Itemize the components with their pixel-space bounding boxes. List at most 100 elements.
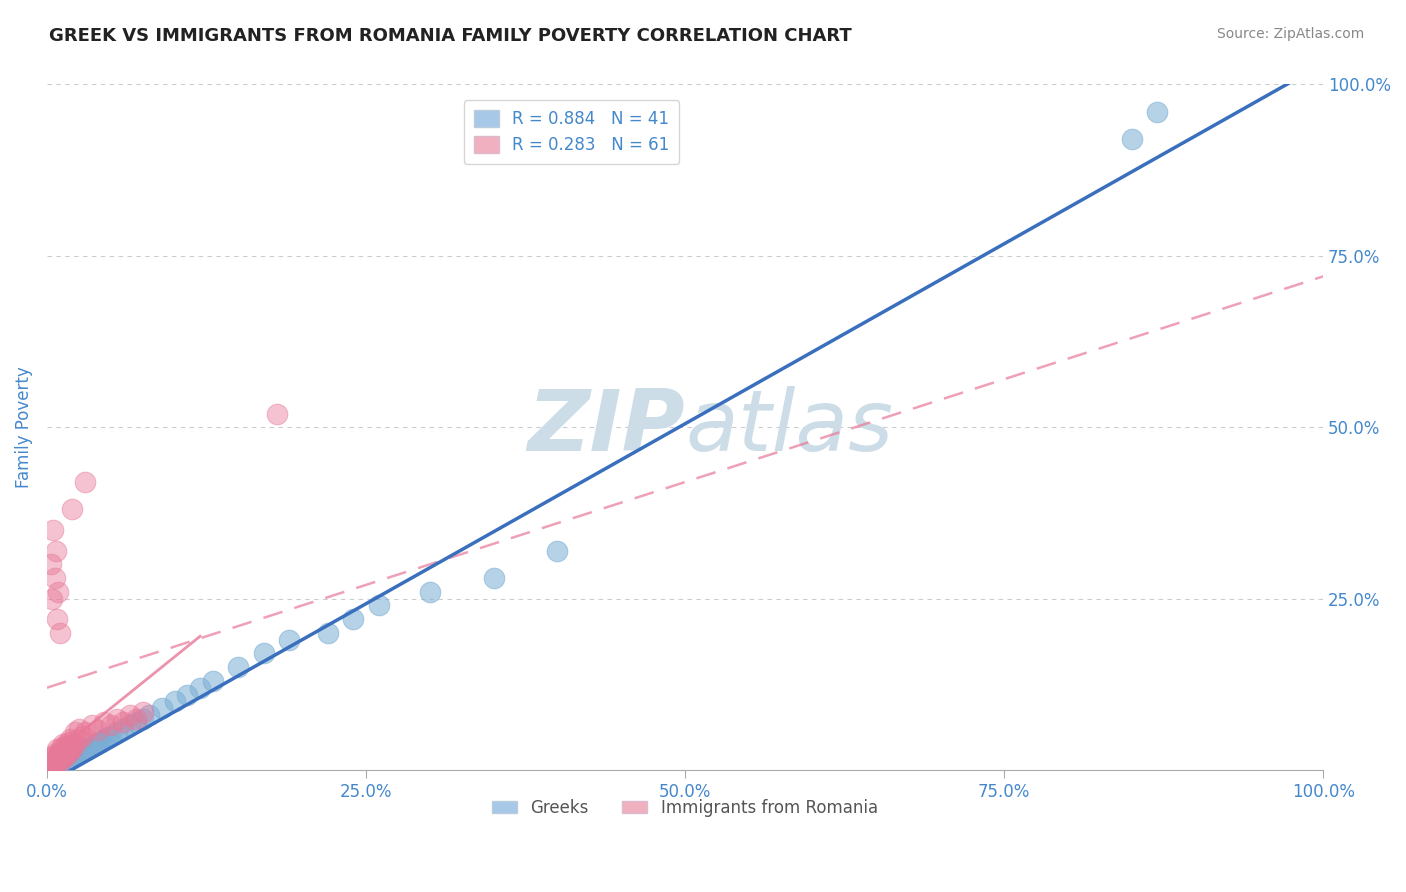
Point (41, 750, 63, 764)
Point (278, 632, 301, 647)
Point (342, 612, 364, 626)
Point (367, 599, 389, 613)
Point (105, 712, 128, 726)
Point (48, 746, 70, 760)
Legend: Greeks, Immigrants from Romania: Greeks, Immigrants from Romania (485, 792, 884, 823)
Point (42, 523, 65, 537)
Point (316, 626, 339, 640)
Point (84, 737, 107, 751)
Point (188, 681, 211, 695)
Point (89, 734, 111, 748)
Point (97, 730, 120, 744)
Point (53, 746, 76, 760)
Point (112, 714, 135, 729)
Point (112, 722, 135, 736)
Point (163, 694, 186, 708)
Point (60, 739, 83, 753)
Point (87, 735, 110, 749)
Point (56, 746, 79, 760)
Point (201, 673, 224, 688)
Text: ZIP: ZIP (527, 385, 685, 468)
Point (48, 757, 70, 772)
Point (62, 734, 84, 748)
Point (51, 753, 73, 767)
Point (93, 732, 115, 747)
Point (42, 756, 65, 771)
Point (52, 747, 75, 762)
Text: Source: ZipAtlas.com: Source: ZipAtlas.com (1216, 27, 1364, 41)
Point (48, 626, 70, 640)
Text: GREEK VS IMMIGRANTS FROM ROMANIA FAMILY POVERTY CORRELATION CHART: GREEK VS IMMIGRANTS FROM ROMANIA FAMILY … (49, 27, 852, 45)
Point (63, 737, 86, 751)
Point (63, 747, 86, 762)
Point (48, 755, 70, 769)
Point (62, 749, 84, 764)
Point (42, 759, 65, 773)
Point (45, 543, 67, 558)
Point (56, 735, 79, 749)
Point (48, 747, 70, 762)
Point (67, 732, 90, 747)
Point (55, 755, 77, 769)
Point (266, 407, 288, 421)
Point (52, 737, 75, 751)
Point (49, 741, 72, 756)
Point (118, 718, 141, 732)
Point (87, 723, 110, 738)
Point (53, 739, 76, 753)
Point (39, 755, 62, 769)
Point (75, 475, 97, 489)
Point (1146, 104, 1168, 119)
Point (59, 750, 82, 764)
Point (46, 753, 69, 767)
Point (72, 729, 94, 743)
Point (118, 708, 141, 723)
Point (1121, 132, 1143, 146)
Point (51, 750, 73, 764)
Point (125, 712, 148, 726)
Point (44, 757, 66, 772)
Point (76, 741, 98, 756)
Point (59, 732, 82, 747)
Text: atlas: atlas (685, 385, 893, 468)
Point (42, 749, 65, 764)
Point (67, 746, 90, 760)
Point (44, 753, 66, 767)
Point (67, 722, 90, 736)
Point (176, 688, 198, 702)
Point (546, 543, 568, 558)
Point (419, 584, 441, 599)
Point (46, 612, 69, 626)
Point (39, 757, 62, 772)
Point (51, 744, 73, 758)
Point (63, 725, 86, 739)
Point (131, 705, 153, 719)
Point (150, 701, 173, 715)
Point (45, 746, 67, 760)
Point (59, 744, 82, 758)
Point (125, 714, 148, 729)
Point (100, 718, 122, 732)
Point (93, 714, 115, 729)
Point (41, 759, 63, 773)
Point (228, 660, 250, 674)
Point (38, 759, 60, 773)
Point (48, 584, 70, 599)
Point (105, 725, 128, 739)
Y-axis label: Family Poverty: Family Poverty (15, 367, 32, 488)
Point (131, 712, 153, 726)
Point (46, 756, 69, 771)
Point (253, 647, 276, 661)
Point (49, 749, 72, 764)
Point (138, 708, 160, 723)
Point (44, 571, 66, 585)
Point (46, 742, 69, 756)
Point (39, 558, 62, 572)
Point (62, 502, 84, 516)
Point (48, 750, 70, 764)
Point (100, 729, 122, 743)
Point (41, 591, 63, 606)
Point (45, 755, 67, 769)
Point (58, 742, 80, 756)
Point (80, 718, 103, 732)
